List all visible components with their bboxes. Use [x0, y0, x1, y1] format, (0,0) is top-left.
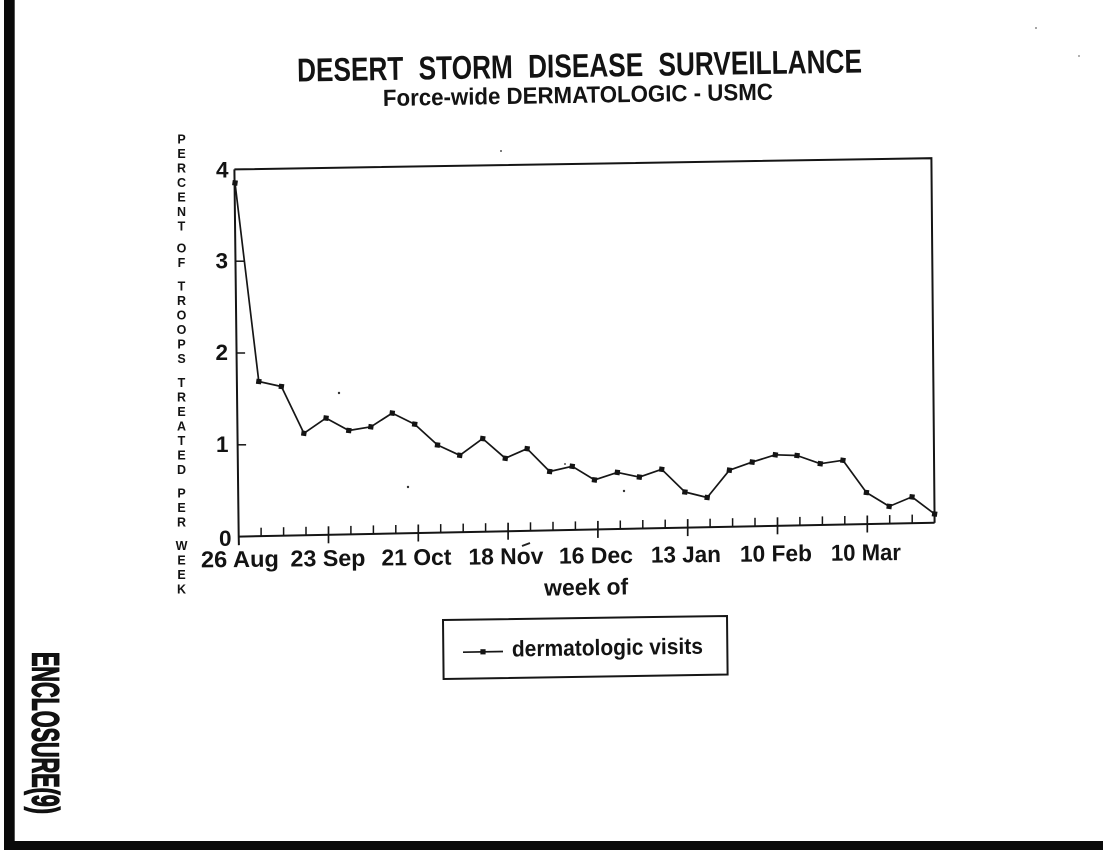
svg-text:10 Mar: 10 Mar	[831, 539, 901, 566]
svg-text:N: N	[177, 205, 186, 219]
svg-text:O: O	[177, 242, 187, 256]
svg-text:T: T	[178, 376, 186, 390]
svg-text:1: 1	[216, 432, 229, 457]
svg-text:C: C	[177, 176, 186, 190]
svg-text:S: S	[177, 352, 185, 366]
svg-text:26 Aug: 26 Aug	[201, 546, 279, 573]
svg-text:F: F	[178, 256, 186, 270]
svg-text:E: E	[177, 568, 185, 582]
svg-text:P: P	[177, 487, 185, 501]
svg-text:E: E	[177, 405, 185, 419]
svg-text:E: E	[177, 147, 185, 161]
svg-text:T: T	[178, 220, 186, 234]
svg-text:E: E	[177, 501, 185, 515]
svg-text:E: E	[177, 449, 185, 463]
svg-text:13 Jan: 13 Jan	[651, 541, 721, 568]
svg-text:E: E	[177, 191, 185, 205]
svg-text:18 Nov: 18 Nov	[468, 543, 543, 570]
svg-text:K: K	[177, 583, 186, 597]
svg-text:3: 3	[215, 249, 228, 274]
svg-text:W: W	[176, 539, 188, 553]
svg-text:DESERT STORM DISEASE SURVEILLA: DESERT STORM DISEASE SURVEILLANCE	[297, 42, 863, 88]
svg-text:O: O	[177, 308, 187, 322]
svg-text:D: D	[177, 463, 186, 477]
svg-text:4: 4	[216, 158, 229, 183]
svg-text:ENCLOSURE(9): ENCLOSURE(9)	[24, 652, 66, 814]
svg-text:2: 2	[215, 340, 228, 365]
svg-text:16 Dec: 16 Dec	[559, 542, 633, 569]
svg-text:A: A	[177, 420, 186, 434]
svg-text:10 Feb: 10 Feb	[740, 540, 812, 567]
svg-text:P: P	[177, 132, 185, 146]
svg-text:T: T	[178, 434, 186, 448]
svg-text:dermatologic visits: dermatologic visits	[512, 634, 703, 662]
svg-text:23 Sep: 23 Sep	[290, 545, 365, 572]
svg-text:R: R	[177, 162, 186, 176]
svg-text:R: R	[177, 516, 186, 530]
svg-text:R: R	[177, 294, 186, 308]
svg-text:0: 0	[219, 526, 232, 551]
svg-text:Force-wide DERMATOLOGIC - USMC: Force-wide DERMATOLOGIC - USMC	[383, 79, 773, 111]
svg-text:21 Oct: 21 Oct	[381, 544, 452, 571]
svg-text:E: E	[177, 554, 185, 568]
svg-text:T: T	[178, 279, 186, 293]
svg-text:week of: week of	[543, 573, 629, 600]
svg-text:O: O	[177, 323, 187, 337]
svg-text:R: R	[177, 391, 186, 405]
svg-text:P: P	[177, 338, 185, 352]
